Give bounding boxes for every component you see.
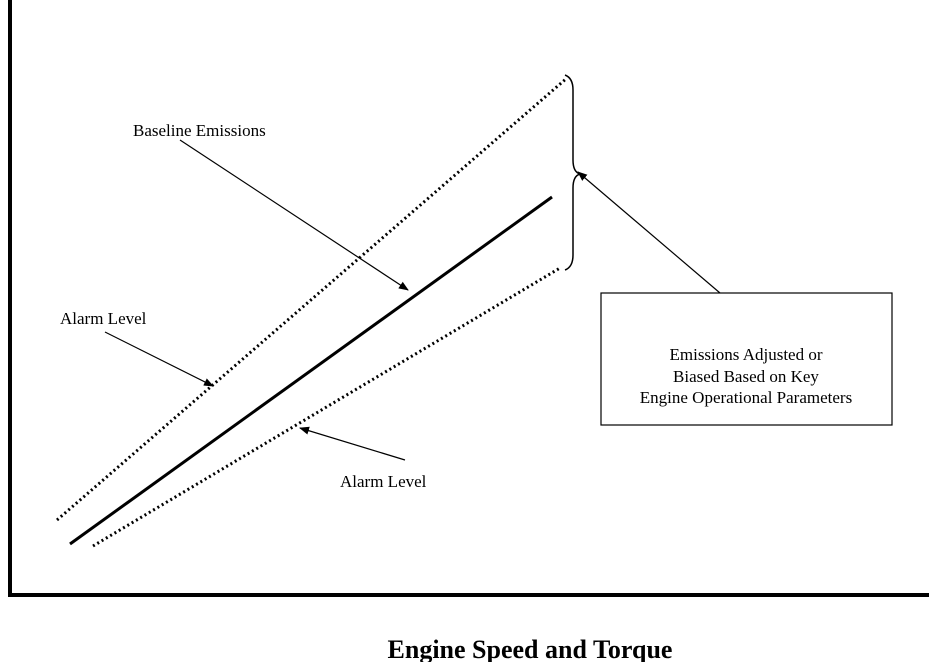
lower-alarm-line	[92, 266, 561, 548]
label: Baseline Emissions	[133, 121, 266, 140]
label: Alarm Level	[60, 309, 147, 328]
upper-alarm-line	[56, 76, 568, 522]
baseline-line	[69, 195, 553, 546]
x-axis-label: Engine Speed and Torque	[388, 635, 673, 662]
arrow	[577, 171, 721, 294]
arrow	[104, 331, 214, 387]
arrow	[179, 139, 409, 291]
note-line: Engine Operational Parameters	[640, 388, 852, 407]
note-box	[600, 292, 893, 426]
label: Alarm Level	[340, 472, 427, 491]
arrow	[299, 426, 406, 461]
note-line: Biased Based on Key	[673, 367, 819, 386]
note-line: Emissions Adjusted or	[669, 345, 822, 364]
